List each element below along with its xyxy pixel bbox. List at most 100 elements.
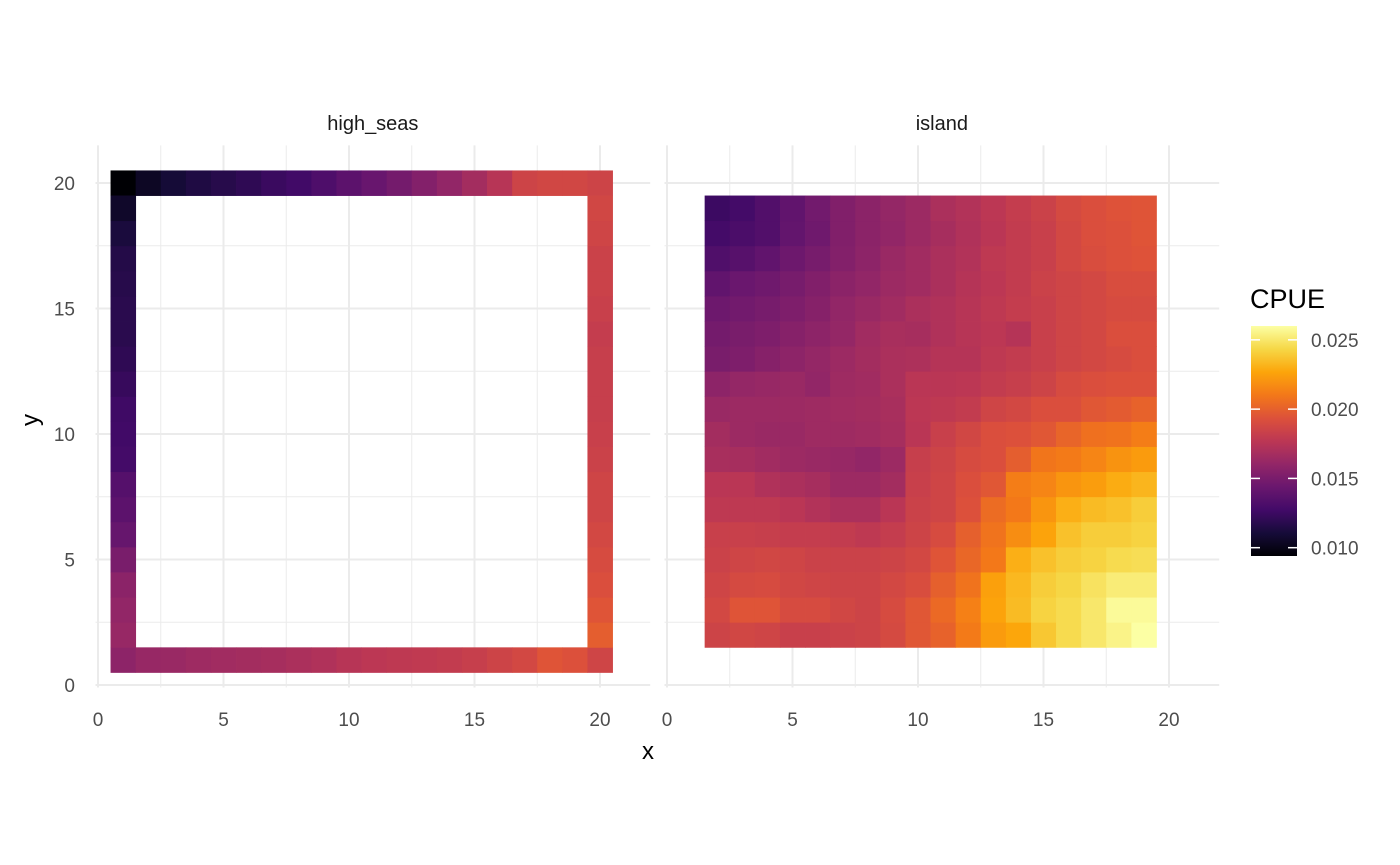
heatmap-tile xyxy=(1131,321,1157,347)
heatmap-tile xyxy=(1081,270,1107,297)
heatmap-tile xyxy=(955,270,982,297)
heatmap-tile xyxy=(805,195,831,222)
heatmap-tile xyxy=(805,622,831,648)
heatmap-tile xyxy=(1131,371,1157,397)
heatmap-tile xyxy=(336,647,362,673)
heatmap-tile xyxy=(805,346,831,372)
heatmap-tile xyxy=(930,396,957,422)
heatmap-tile xyxy=(754,270,781,297)
heatmap-tile xyxy=(1056,446,1082,473)
heatmap-tile xyxy=(729,245,756,272)
legend-tick-label: 0.015 xyxy=(1311,469,1359,490)
heatmap-tile xyxy=(930,622,957,648)
heatmap-tile xyxy=(1030,321,1057,347)
heatmap-tile xyxy=(1106,622,1132,648)
heatmap-tile xyxy=(805,295,831,322)
heatmap-tile xyxy=(830,295,856,322)
panel-high-seas: high_seas xyxy=(95,113,651,688)
heatmap-tile xyxy=(830,446,856,473)
heatmap-tile xyxy=(779,245,806,272)
heatmap-tile xyxy=(587,346,613,372)
heatmap-tile xyxy=(805,446,831,473)
heatmap-tile xyxy=(1106,446,1132,473)
heatmap-tile xyxy=(905,546,931,573)
heatmap-tile xyxy=(411,647,438,673)
heatmap-tile xyxy=(830,597,856,623)
heatmap-tile xyxy=(805,421,831,447)
heatmap-tile xyxy=(880,471,906,498)
heatmap-tile xyxy=(1005,446,1032,473)
heatmap-tile xyxy=(587,245,613,272)
heatmap-tile xyxy=(880,421,906,447)
heatmap-tile xyxy=(1106,572,1132,598)
heatmap-tile xyxy=(980,421,1007,447)
heatmap-tile xyxy=(1030,521,1057,548)
x-tick-label: 0 xyxy=(662,710,673,731)
heatmap-tile xyxy=(779,371,806,397)
heatmap-tile xyxy=(1030,496,1057,523)
heatmap-tile xyxy=(1030,245,1057,272)
heatmap-tile xyxy=(855,321,881,347)
heatmap-tile xyxy=(779,195,806,222)
y-axis-title: y xyxy=(17,414,44,426)
heatmap-tile xyxy=(729,295,756,322)
heatmap-tile xyxy=(930,496,957,523)
heatmap-tile xyxy=(905,321,931,347)
panel-high-seas-tiles xyxy=(110,170,613,673)
heatmap-tile xyxy=(779,496,806,523)
heatmap-tile xyxy=(110,647,137,673)
heatmap-tile xyxy=(562,647,588,673)
heatmap-tile xyxy=(512,647,538,673)
heatmap-tile xyxy=(704,597,731,623)
heatmap-tile xyxy=(1081,597,1107,623)
heatmap-tile xyxy=(754,195,781,222)
heatmap-tile xyxy=(855,521,881,548)
heatmap-tile xyxy=(1081,446,1107,473)
heatmap-tile xyxy=(905,471,931,498)
heatmap-tile xyxy=(779,471,806,498)
x-tick-label: 10 xyxy=(907,710,928,731)
heatmap-tile xyxy=(905,220,931,247)
heatmap-tile xyxy=(955,446,982,473)
heatmap-tile xyxy=(1131,471,1157,498)
heatmap-tile xyxy=(729,546,756,573)
heatmap-tile xyxy=(905,245,931,272)
heatmap-tile xyxy=(1030,546,1057,573)
heatmap-tile xyxy=(587,496,613,523)
heatmap-tile xyxy=(930,371,957,397)
heatmap-tile xyxy=(805,521,831,548)
y-tick-label: 15 xyxy=(54,300,75,321)
legend-ticks: 0.010 0.015 0.020 0.025 xyxy=(1251,331,1359,560)
x-tick-label: 20 xyxy=(1158,710,1179,731)
heatmap-tile xyxy=(779,396,806,422)
heatmap-tile xyxy=(110,572,137,598)
heatmap-tile xyxy=(587,396,613,422)
heatmap-tile xyxy=(110,220,137,247)
heatmap-tile xyxy=(704,446,731,473)
heatmap-tile xyxy=(779,346,806,372)
heatmap-tile xyxy=(110,371,137,397)
heatmap-tile xyxy=(487,647,513,673)
heatmap-tile xyxy=(1131,346,1157,372)
heatmap-tile xyxy=(729,195,756,222)
heatmap-tile xyxy=(754,597,781,623)
heatmap-tile xyxy=(1005,521,1032,548)
heatmap-tile xyxy=(729,421,756,447)
heatmap-tile xyxy=(1005,496,1032,523)
heatmap-tile xyxy=(1081,622,1107,648)
heatmap-tile xyxy=(980,446,1007,473)
heatmap-tile xyxy=(754,245,781,272)
heatmap-tile xyxy=(980,346,1007,372)
heatmap-tile xyxy=(754,371,781,397)
heatmap-tile xyxy=(805,572,831,598)
panel-island-strip-label: island xyxy=(916,113,968,135)
heatmap-tile xyxy=(261,170,287,196)
heatmap-tile xyxy=(729,496,756,523)
heatmap-tile xyxy=(1106,245,1132,272)
heatmap-tile xyxy=(980,220,1007,247)
heatmap-tile xyxy=(729,597,756,623)
heatmap-tile xyxy=(855,597,881,623)
heatmap-tile xyxy=(805,220,831,247)
heatmap-tile xyxy=(930,421,957,447)
panel-island: island xyxy=(664,113,1220,688)
